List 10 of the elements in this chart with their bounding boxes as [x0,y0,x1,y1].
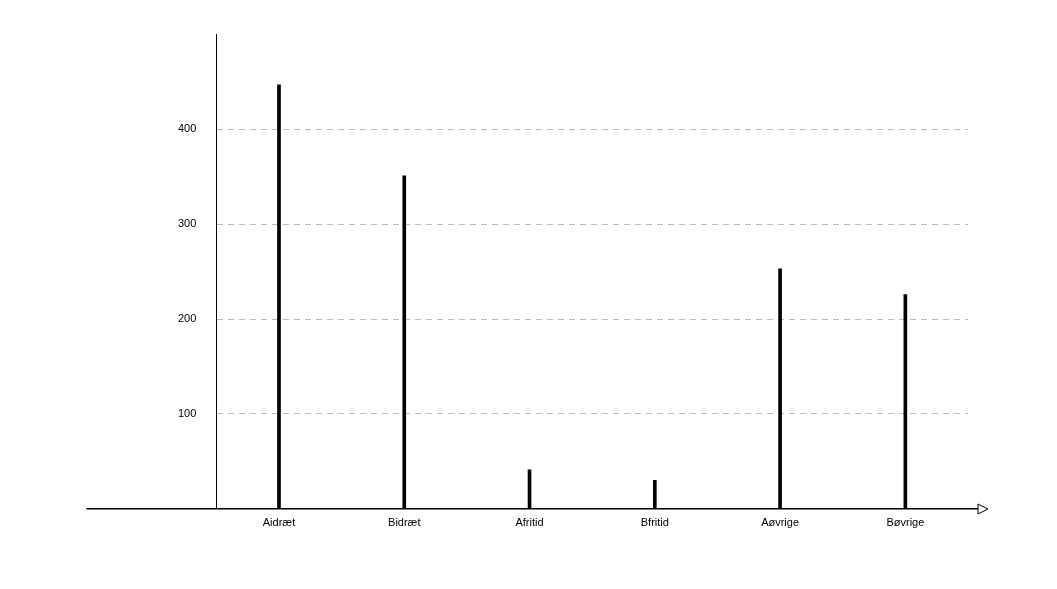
x-tick-label: Bfritid [640,516,669,529]
y-tick-label: 100 [177,406,197,419]
y-tick-label: 200 [177,312,197,325]
x-tick-label: Bøvrige [886,516,925,529]
x-tick-label: Bidræt [388,516,421,529]
x-tick-label: Aidræt [262,516,296,529]
x-tick-label: Aøvrige [761,516,800,529]
y-tick-label: 300 [177,217,197,230]
y-tick-label: 400 [177,122,197,135]
x-tick-label: Afritid [515,516,544,529]
